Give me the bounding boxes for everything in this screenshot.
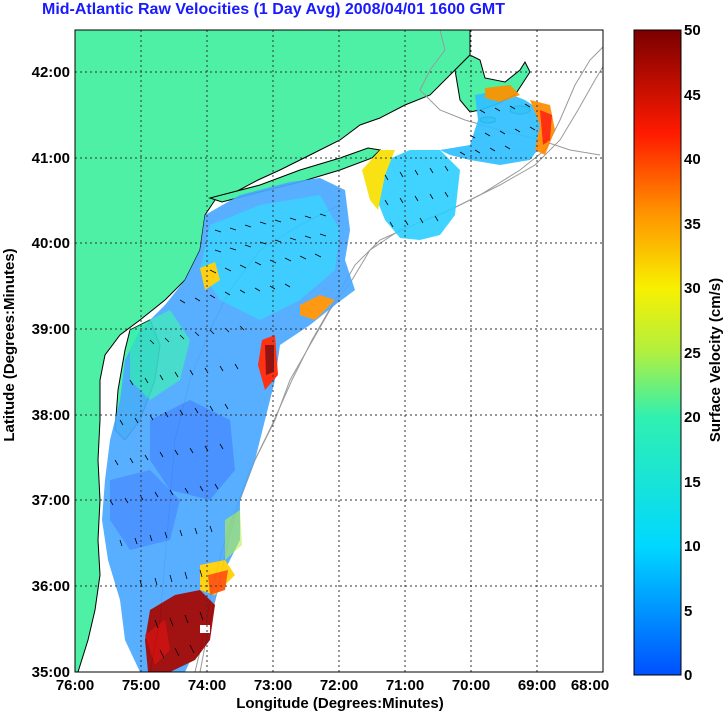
x-axis-label: Longitude (Degrees:Minutes)	[236, 695, 444, 712]
x-tick-label: 75:00	[122, 677, 160, 694]
colorbar	[633, 29, 682, 676]
colorbar-tick-label: 10	[684, 538, 701, 555]
x-tick-label: 71:00	[386, 677, 424, 694]
colorbar-tick-label: 40	[684, 151, 701, 168]
x-tick-label: 70:00	[452, 677, 490, 694]
colorbar-tick-label: 25	[684, 345, 701, 362]
y-tick-label: 36:00	[32, 578, 70, 595]
velocity-vectors	[109, 103, 536, 659]
map-title: Mid-Atlantic Raw Velocities (1 Day Avg) …	[42, 1, 505, 18]
y-tick-label: 38:00	[32, 407, 70, 424]
colorbar-tick-label: 50	[684, 22, 701, 39]
y-tick-label: 37:00	[32, 492, 70, 509]
cape-cod	[454, 54, 531, 113]
colorbar-tick-label: 5	[684, 603, 692, 620]
x-tick-label: 72:00	[320, 677, 358, 694]
colorbar-tick-labels: 0 5 10 15 20 25 30 35 40 45 50	[684, 22, 701, 684]
x-tick-label: 69:00	[518, 677, 556, 694]
plot-frame	[74, 29, 604, 673]
colorbar-tick-label: 15	[684, 474, 701, 491]
lat-lon-grid	[75, 30, 603, 672]
y-axis-label: Latitude (Degrees:Minutes)	[1, 248, 18, 441]
x-tick-label: 73:00	[254, 677, 292, 694]
x-tick-label: 76:00	[56, 677, 94, 694]
y-tick-label: 41:00	[32, 150, 70, 167]
colorbar-label: Surface Velocity (cm/s)	[707, 278, 724, 442]
colorbar-tick-label: 30	[684, 280, 701, 297]
y-tick-label: 35:00	[32, 664, 70, 681]
colorbar-tick-label: 45	[684, 87, 701, 104]
colorbar-tick-label: 0	[684, 667, 692, 684]
x-tick-label: 74:00	[188, 677, 226, 694]
x-tick-label: 68:00	[571, 677, 609, 694]
velocity-field	[102, 85, 555, 672]
colorbar-tick-label: 35	[684, 216, 701, 233]
x-tick-labels: 76:00 75:00 74:00 73:00 72:00 71:00 70:0…	[56, 677, 609, 694]
colorbar-tick-label: 20	[684, 409, 701, 426]
y-tick-labels: 35:00 36:00 37:00 38:00 39:00 40:00 41:0…	[32, 64, 70, 681]
y-tick-label: 40:00	[32, 235, 70, 252]
y-tick-label: 42:00	[32, 64, 70, 81]
y-tick-label: 39:00	[32, 321, 70, 338]
